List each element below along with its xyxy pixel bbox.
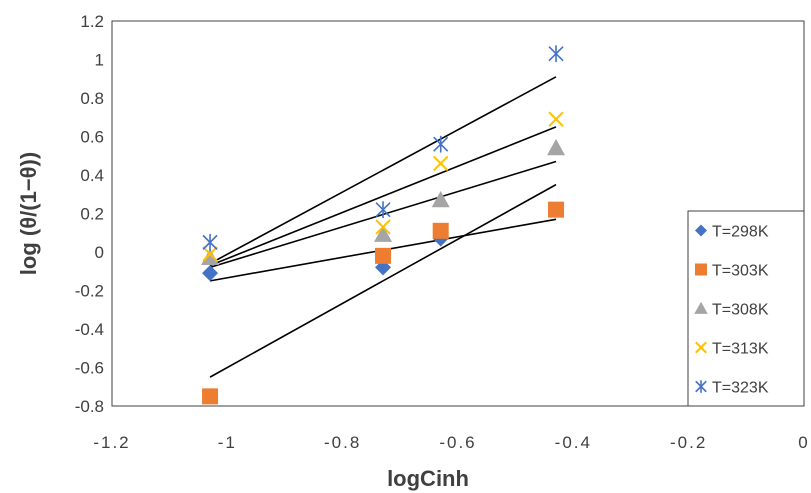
x-tick-label: -1.2	[93, 433, 130, 452]
y-tick-label: -0.2	[75, 282, 104, 301]
data-point-series-4	[548, 111, 564, 127]
trendlines	[209, 76, 557, 378]
legend-label: T=323K	[712, 380, 769, 397]
legend-marker	[695, 341, 707, 354]
y-tick-label: 0.6	[80, 128, 104, 147]
legend-label: T=303K	[712, 263, 769, 280]
x-tick-label: -1	[218, 433, 237, 452]
x-tick-label: -0.6	[439, 433, 476, 452]
y-tick-label: 1.2	[80, 12, 104, 31]
x-tick-label: 0	[798, 433, 809, 452]
x-axis-tick-labels: -1.2 -1 -0.8 -0.6 -0.4 -0.2 0	[93, 433, 809, 452]
x-tick-label: -0.4	[555, 433, 592, 452]
trendline-4	[209, 126, 557, 267]
y-tick-label: 0.8	[80, 89, 104, 108]
y-axis-title: log (θ/(1−θ))	[16, 152, 41, 275]
legend-label: T=313K	[712, 341, 769, 358]
y-tick-label: -0.4	[75, 320, 104, 339]
y-tick-label: 0.4	[80, 166, 104, 185]
data-point-series-2	[548, 201, 565, 218]
data-point-series-4	[202, 246, 218, 262]
x-tick-label: -0.2	[670, 433, 707, 452]
data-point-series-5	[548, 45, 564, 63]
data-point-series-2	[202, 388, 219, 405]
y-tick-label: -0.6	[75, 359, 104, 378]
legend-marker	[695, 263, 707, 276]
x-axis-title: logCinh	[387, 466, 469, 491]
data-point-series-3	[431, 191, 450, 208]
trendline-5	[209, 76, 557, 265]
y-axis-tick-labels: -0.8 -0.6 -0.4 -0.2 0 0.2 0.4 0.6 0.8 1 1.2	[75, 12, 104, 416]
legend-marker	[695, 380, 707, 393]
data-point-series-3	[201, 248, 220, 265]
data-point-series-3	[374, 225, 393, 242]
data-point-series-3	[547, 139, 566, 156]
data-point-series-4	[432, 155, 449, 172]
x-tick-label: -0.8	[324, 433, 361, 452]
legend: T=298K T=303K T=308K T=313K T=323K	[687, 210, 805, 407]
data-point-series-5	[433, 135, 449, 153]
data-point-series-2	[375, 247, 392, 264]
data-markers	[201, 45, 566, 405]
legend-marker	[694, 301, 708, 314]
y-tick-label: -0.8	[75, 397, 104, 416]
data-point-series-2	[432, 222, 449, 239]
legend-label: T=308K	[712, 302, 769, 319]
data-point-series-5	[202, 233, 218, 251]
y-tick-label: 0	[95, 243, 104, 262]
legend-label: T=298K	[712, 224, 769, 241]
data-point-series-1	[202, 265, 219, 282]
y-tick-label: 0.2	[80, 205, 104, 224]
trendline-2	[209, 183, 557, 378]
data-point-series-4	[375, 219, 391, 235]
legend-box	[687, 210, 805, 407]
data-point-series-5	[375, 201, 391, 219]
y-tick-label: 1	[95, 51, 104, 70]
legend-marker	[695, 224, 707, 237]
